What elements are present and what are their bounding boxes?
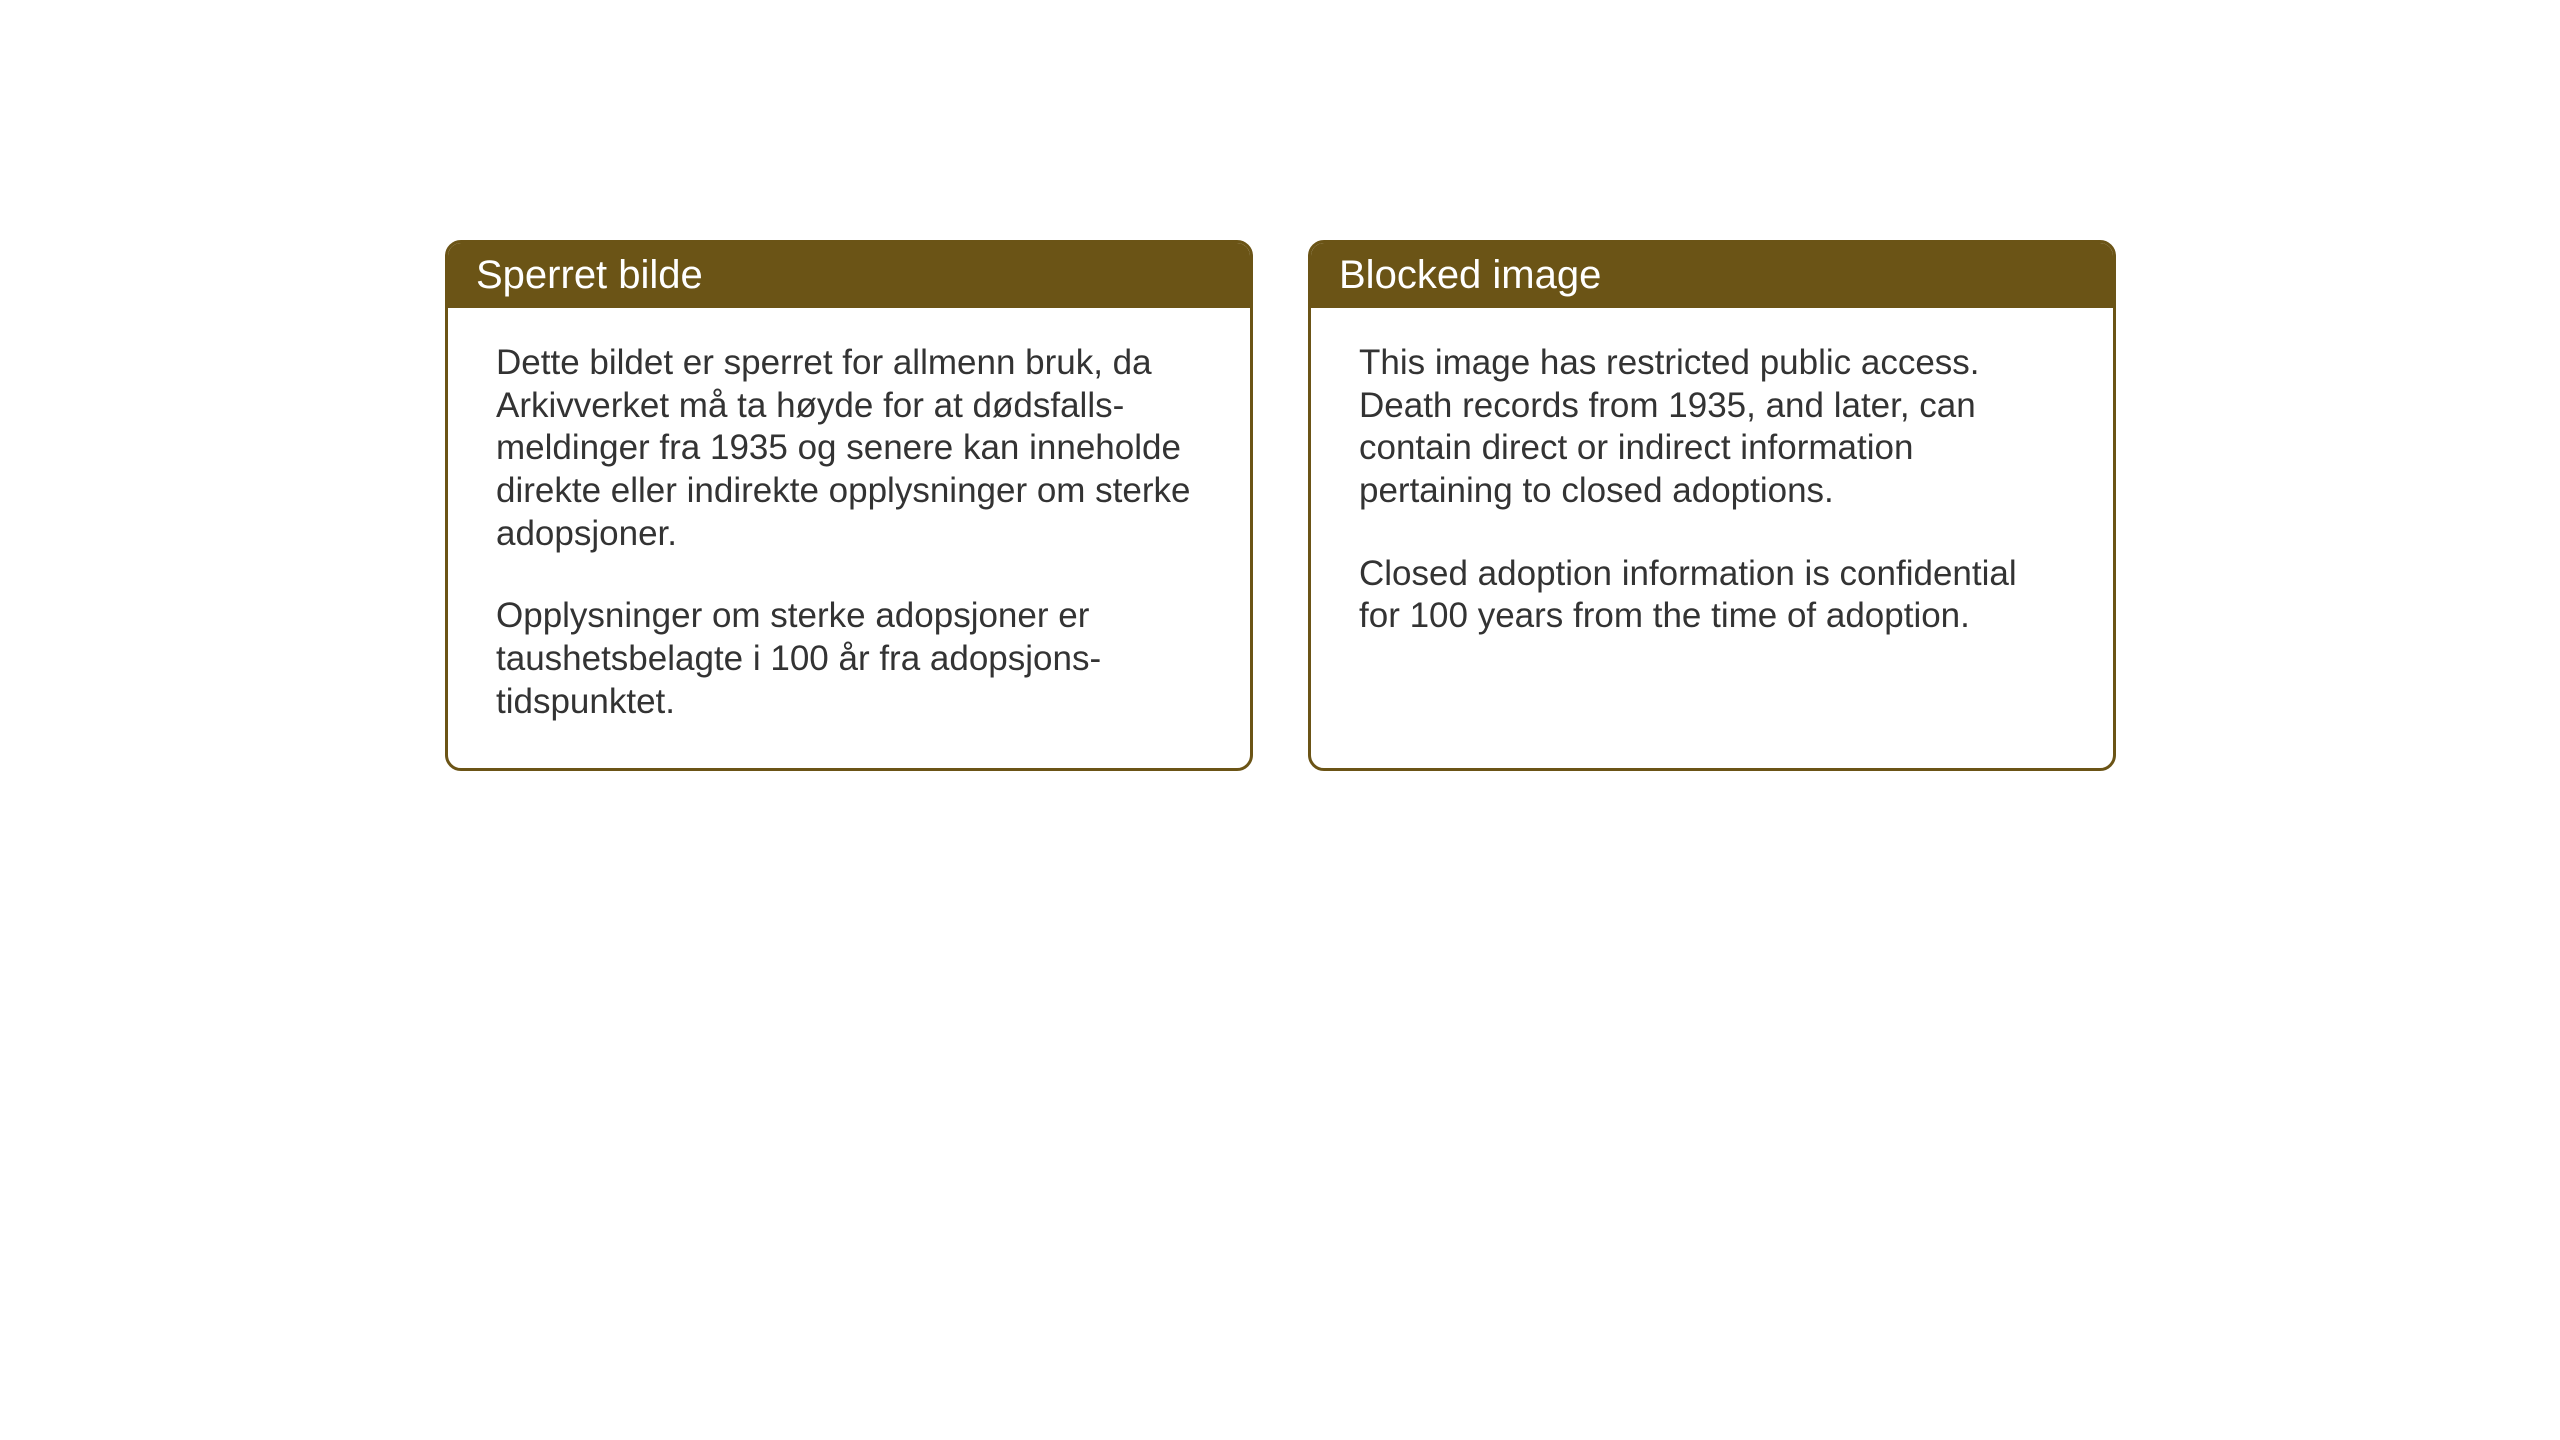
notice-container: Sperret bilde Dette bildet er sperret fo… <box>445 240 2116 771</box>
notice-card-english: Blocked image This image has restricted … <box>1308 240 2116 771</box>
card-body-english: This image has restricted public access.… <box>1311 308 2113 682</box>
card-body-norwegian: Dette bildet er sperret for allmenn bruk… <box>448 308 1250 768</box>
card-title-english: Blocked image <box>1339 253 1601 297</box>
card-paragraph-norwegian-1: Dette bildet er sperret for allmenn bruk… <box>496 342 1202 555</box>
card-paragraph-english-2: Closed adoption information is confident… <box>1359 553 2065 638</box>
card-header-norwegian: Sperret bilde <box>448 243 1250 308</box>
card-paragraph-norwegian-2: Opplysninger om sterke adopsjoner er tau… <box>496 595 1202 723</box>
card-header-english: Blocked image <box>1311 243 2113 308</box>
notice-card-norwegian: Sperret bilde Dette bildet er sperret fo… <box>445 240 1253 771</box>
card-title-norwegian: Sperret bilde <box>476 253 703 297</box>
card-paragraph-english-1: This image has restricted public access.… <box>1359 342 2065 513</box>
